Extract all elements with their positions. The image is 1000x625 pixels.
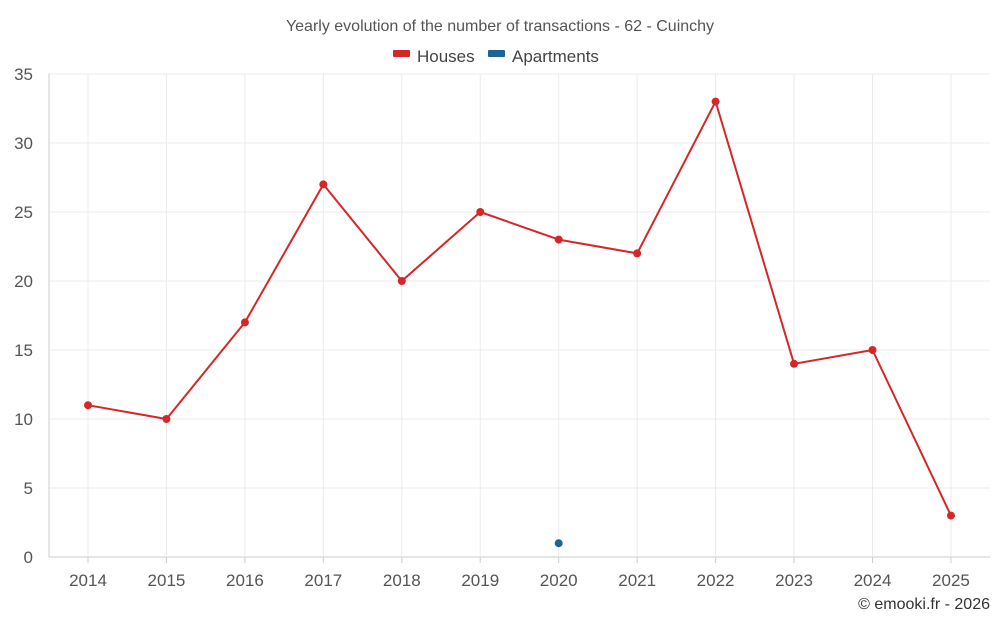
houses-point[interactable]	[946, 511, 955, 520]
y-tick-label: 10	[14, 410, 33, 429]
x-tick-label: 2025	[932, 571, 970, 590]
credit-text: © emooki.fr - 2026	[858, 596, 990, 613]
y-tick-label: 0	[24, 548, 33, 567]
legend-label: Houses	[417, 47, 475, 66]
y-tick-label: 35	[14, 65, 33, 84]
x-tick-label: 2020	[540, 571, 578, 590]
x-tick-label: 2016	[226, 571, 264, 590]
y-tick-label: 15	[14, 341, 33, 360]
series-layer	[84, 97, 955, 548]
x-tick-label: 2019	[461, 571, 499, 590]
legend: Houses Apartments	[393, 47, 599, 66]
y-tick-label: 20	[14, 272, 33, 291]
y-tick-label: 5	[24, 479, 33, 498]
houses-series	[84, 97, 955, 520]
houses-point[interactable]	[711, 97, 720, 106]
houses-line	[87, 100, 952, 517]
houses-point[interactable]	[162, 415, 171, 423]
apartments-series	[554, 539, 563, 548]
x-tick-label: 2024	[854, 571, 892, 590]
x-tick-label: 2018	[383, 571, 421, 590]
x-tick-label: 2021	[618, 571, 656, 590]
legend-swatch	[393, 50, 410, 57]
x-tick-label: 2017	[304, 571, 342, 590]
x-tick-label: 2022	[697, 571, 735, 590]
legend-label: Apartments	[512, 47, 599, 66]
houses-point[interactable]	[84, 401, 92, 410]
legend-item-houses[interactable]: Houses	[393, 47, 475, 66]
houses-point[interactable]	[397, 277, 406, 285]
legend-swatch	[488, 50, 505, 57]
grid	[49, 73, 990, 558]
x-tick-label: 2023	[775, 571, 813, 590]
chart-title: Yearly evolution of the number of transa…	[286, 18, 714, 35]
houses-point[interactable]	[554, 235, 563, 244]
legend-item-apartments[interactable]: Apartments	[488, 47, 599, 66]
x-tick-label: 2015	[148, 571, 186, 590]
houses-point[interactable]	[790, 359, 799, 368]
houses-point[interactable]	[868, 346, 877, 354]
y-tick-label: 30	[14, 134, 33, 153]
houses-point[interactable]	[476, 208, 485, 216]
houses-point[interactable]	[240, 318, 249, 327]
houses-point[interactable]	[319, 180, 328, 189]
houses-point[interactable]	[633, 249, 642, 258]
apartments-point[interactable]	[554, 539, 563, 548]
x-tick-label: 2014	[69, 571, 107, 590]
y-tick-label: 25	[14, 203, 33, 222]
